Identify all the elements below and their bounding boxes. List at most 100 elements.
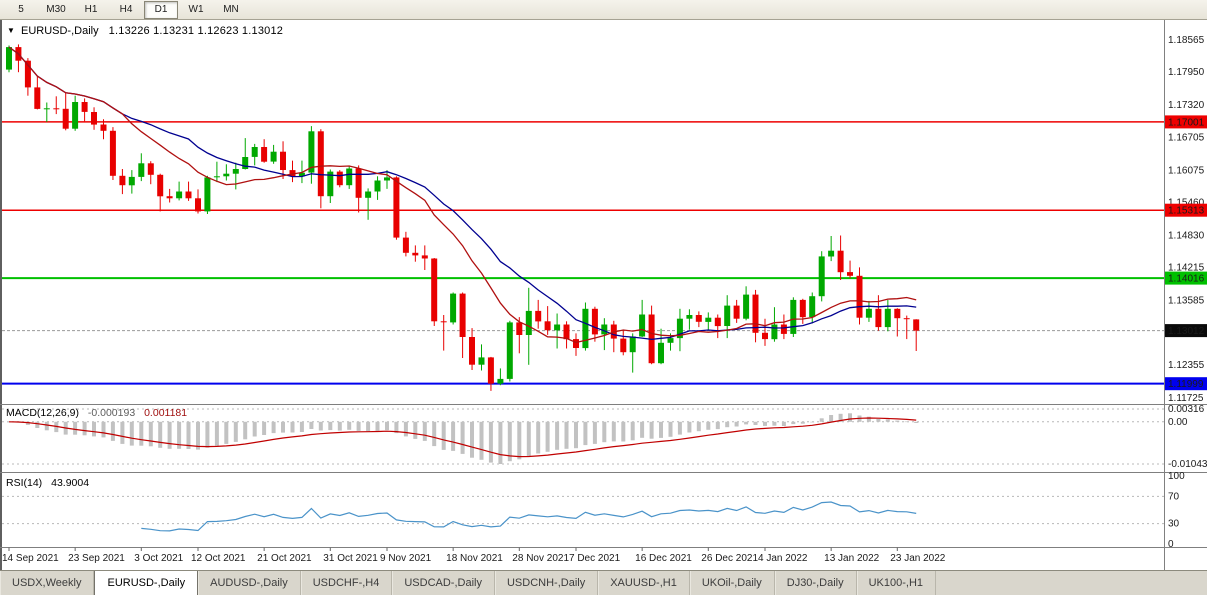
macd-histogram-bar <box>337 421 342 431</box>
svg-text:1.14830: 1.14830 <box>1168 230 1205 241</box>
macd-histogram-bar <box>385 421 389 431</box>
macd-histogram-bar <box>810 421 815 423</box>
macd-histogram-bar <box>904 421 909 423</box>
tab-uk100-h1[interactable]: UK100-,H1 <box>857 571 937 595</box>
tab-audusd-daily[interactable]: AUDUSD-,Daily <box>198 571 301 595</box>
svg-text:9 Nov 2021: 9 Nov 2021 <box>380 553 432 564</box>
macd-histogram-bar <box>621 421 626 442</box>
tab-usdchf-h4[interactable]: USDCHF-,H4 <box>301 571 393 595</box>
svg-text:7 Dec 2021: 7 Dec 2021 <box>569 553 621 564</box>
macd-histogram-bar <box>120 421 125 444</box>
svg-text:1.13012: 1.13012 <box>1168 326 1205 337</box>
svg-text:3 Oct 2021: 3 Oct 2021 <box>134 553 183 564</box>
tab-usdcad-daily[interactable]: USDCAD-,Daily <box>392 571 495 595</box>
timeframe-button-m30[interactable]: M30 <box>46 3 66 15</box>
svg-text:1.16705: 1.16705 <box>1168 132 1205 143</box>
macd-histogram-bar <box>224 421 229 444</box>
macd-histogram-bar <box>772 421 777 426</box>
svg-text:1.16075: 1.16075 <box>1168 165 1205 176</box>
macd-histogram-bar <box>281 421 285 433</box>
timeframe-button-mn[interactable]: MN <box>223 3 239 15</box>
svg-text:12 Oct 2021: 12 Oct 2021 <box>191 553 246 564</box>
macd-histogram-bar <box>432 421 437 447</box>
svg-text:1.17950: 1.17950 <box>1168 67 1205 78</box>
svg-text:21 Oct 2021: 21 Oct 2021 <box>257 553 312 564</box>
svg-text:28 Nov 2021: 28 Nov 2021 <box>512 553 569 564</box>
timeframe-button-h1[interactable]: H1 <box>84 3 98 15</box>
macd-histogram-bar <box>555 421 560 450</box>
macd-histogram-bar <box>677 421 682 435</box>
svg-text:1.15460: 1.15460 <box>1168 198 1205 209</box>
macd-histogram-bar <box>640 421 645 438</box>
svg-text:1.14215: 1.14215 <box>1168 263 1205 274</box>
macd-histogram-bar <box>470 421 474 458</box>
macd-histogram-bar <box>583 421 588 446</box>
macd-histogram-bar <box>848 413 852 422</box>
macd-histogram-bar <box>366 421 371 432</box>
svg-text:1.11725: 1.11725 <box>1168 393 1204 404</box>
svg-text:31 Oct 2021: 31 Oct 2021 <box>323 553 378 564</box>
symbol-tabbar: USDX,Weekly EURUSD-,Daily AUDUSD-,Daily USD… <box>0 570 1207 595</box>
svg-text:1.12355: 1.12355 <box>1168 360 1205 371</box>
tab-usdx-weekly[interactable]: USDX,Weekly <box>0 571 95 595</box>
svg-text:0.00: 0.00 <box>1168 417 1188 428</box>
macd-histogram-bar <box>186 421 191 449</box>
rsi-line <box>141 501 917 532</box>
macd-histogram-bar <box>838 413 843 422</box>
svg-text:1.14016: 1.14016 <box>1168 274 1205 285</box>
macd-histogram-bar <box>422 421 427 441</box>
macd-histogram-bar <box>35 421 40 428</box>
timeframe-button-d1[interactable]: D1 <box>144 0 178 19</box>
price-level-badge-1.13012: 1.13012 <box>1165 324 1207 337</box>
timeframe-button-5[interactable]: 5 <box>18 3 24 15</box>
macd-histogram-bar <box>734 421 739 427</box>
tab-dj30-daily[interactable]: DJ30-,Daily <box>775 571 857 595</box>
macd-histogram-bar <box>129 421 134 446</box>
macd-histogram-bar <box>895 420 900 422</box>
macd-histogram-bar <box>649 421 654 439</box>
macd-histogram-bar <box>205 421 210 448</box>
macd-histogram-bar <box>177 421 182 449</box>
price-level-badge-1.11999: 1.11999 <box>1165 377 1207 391</box>
tab-xauusd-h1[interactable]: XAUUSD-,H1 <box>598 571 690 595</box>
macd-histogram-bar <box>507 421 512 462</box>
macd-histogram-bar <box>659 421 663 438</box>
macd-histogram-bar <box>914 421 919 423</box>
macd-histogram-bar <box>545 421 550 452</box>
svg-text:100: 100 <box>1168 471 1185 482</box>
macd-histogram-bar <box>299 421 304 432</box>
macd-histogram-bar <box>564 421 569 449</box>
macd-histogram-bar <box>715 421 720 430</box>
macd-histogram-bar <box>196 421 200 450</box>
price-axis[interactable]: 1.18565 1.17950 1.17320 1.16705 1.16075 1.154… <box>1168 35 1207 550</box>
chart-canvas[interactable]: 1.18565 1.17950 1.17320 1.16705 1.16075 1.154… <box>0 20 1207 570</box>
svg-text:1.13585: 1.13585 <box>1168 296 1205 307</box>
macd-histogram-bar <box>602 421 607 443</box>
macd-histogram-bar <box>744 421 749 425</box>
tab-usdcnh-daily[interactable]: USDCNH-,Daily <box>495 571 599 595</box>
macd-histogram-bar <box>403 421 408 437</box>
rsi-panel <box>2 495 1165 532</box>
macd-histogram-bar <box>536 421 541 454</box>
macd-histogram-bar <box>139 421 144 446</box>
macd-histogram-bar <box>800 421 805 424</box>
tab-ukoil-daily[interactable]: UKOil-,Daily <box>690 571 775 595</box>
svg-text:-0.01043: -0.01043 <box>1168 459 1207 470</box>
macd-histogram-bar <box>592 421 597 444</box>
macd-histogram-bar <box>451 421 456 451</box>
macd-histogram-bar <box>498 421 503 464</box>
macd-histogram-bar <box>375 421 380 431</box>
macd-histogram-bar <box>271 421 276 434</box>
macd-histogram-bar <box>668 421 673 437</box>
svg-text:13 Jan 2022: 13 Jan 2022 <box>824 553 879 564</box>
macd-histogram-bar <box>413 421 418 439</box>
tab-eurusd-daily[interactable]: EURUSD-,Daily <box>94 571 199 595</box>
timeframe-button-h4[interactable]: H4 <box>119 3 133 15</box>
macd-histogram-bar <box>630 421 635 441</box>
macd-histogram-bar <box>517 421 522 460</box>
price-level-badge-1.17001: 1.17001 <box>1165 115 1207 129</box>
time-axis[interactable]: 14 Sep 2021 23 Sep 2021 3 Oct 2021 12 Oct 2… <box>2 547 946 565</box>
candlestick-series <box>6 44 920 391</box>
macd-histogram-bar <box>356 421 361 431</box>
timeframe-button-w1[interactable]: W1 <box>188 3 204 15</box>
